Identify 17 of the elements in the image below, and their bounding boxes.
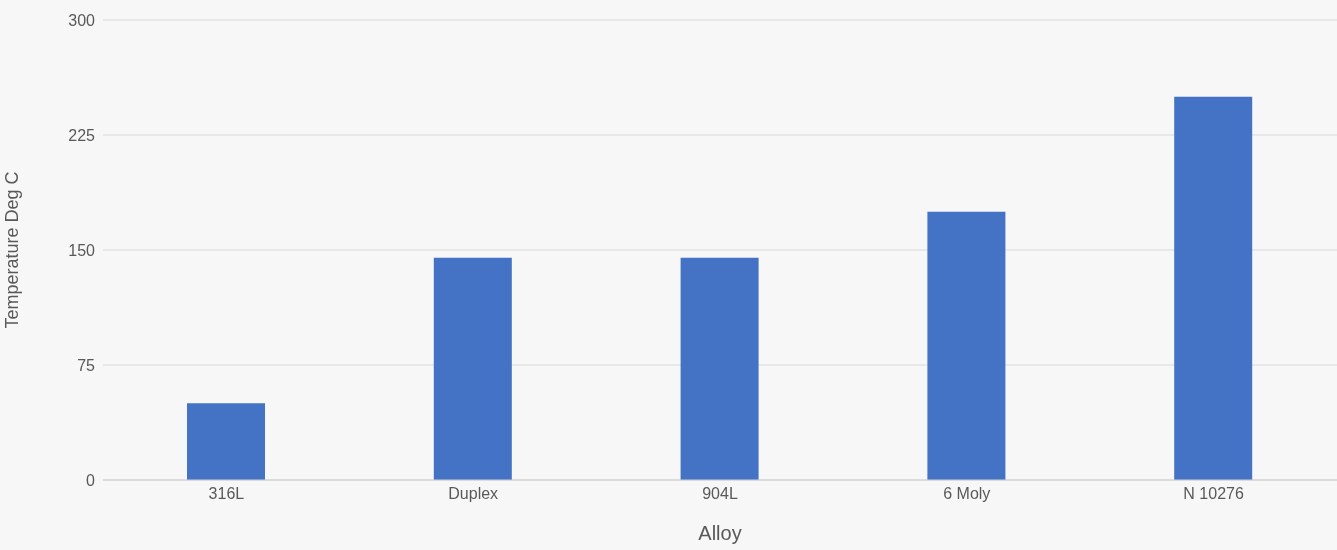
- bar: [433, 257, 512, 480]
- y-tick-label: 75: [77, 356, 96, 374]
- bar: [187, 403, 265, 480]
- x-tick-label: 316L: [208, 485, 245, 503]
- bar: [680, 257, 759, 480]
- y-tick-label: 0: [86, 471, 96, 489]
- y-tick-label: 300: [68, 11, 96, 29]
- y-axis-title: Temperature Deg C: [2, 171, 23, 329]
- x-tick-label: 6 Moly: [943, 485, 991, 503]
- x-tick-label: N 10276: [1183, 485, 1244, 503]
- y-tick-label: 225: [68, 126, 96, 144]
- y-tick-label: 150: [68, 241, 96, 259]
- x-axis-title: Alloy: [698, 522, 742, 544]
- x-tick-label: 904L: [702, 485, 738, 503]
- bar: [1174, 96, 1253, 480]
- bar: [927, 211, 1006, 480]
- x-tick-label: Duplex: [448, 485, 499, 503]
